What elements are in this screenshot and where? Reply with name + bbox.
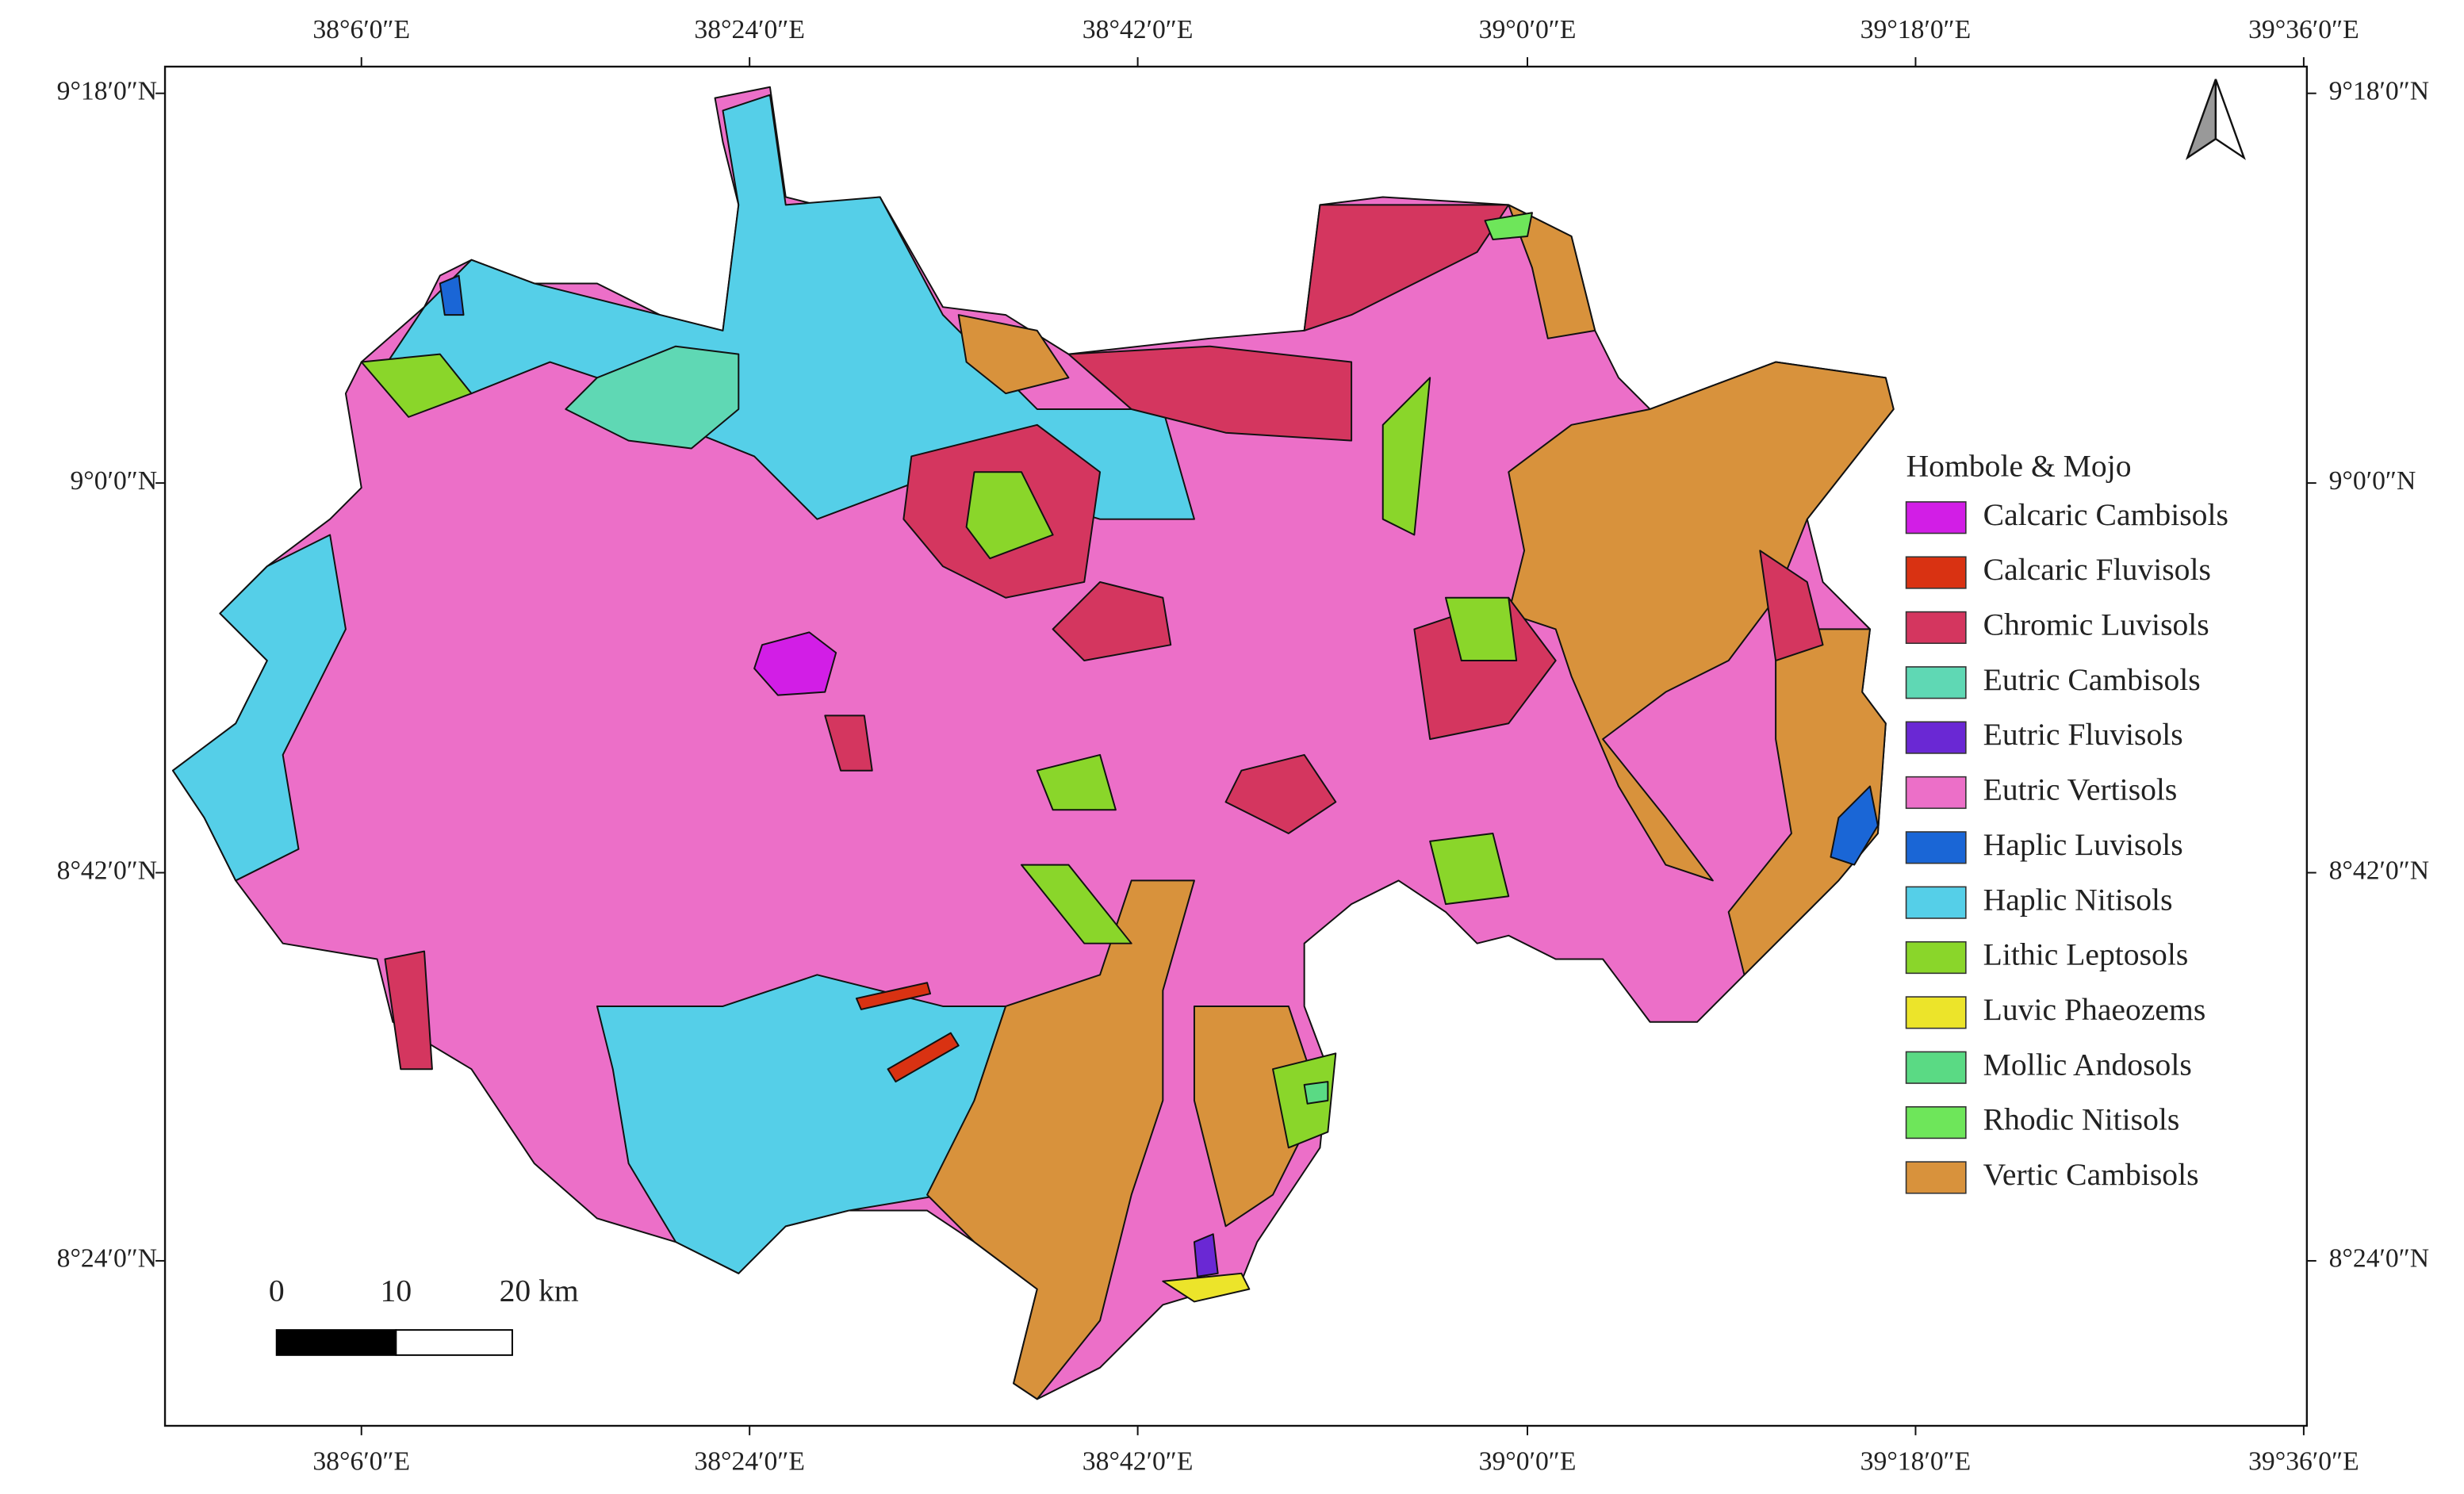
legend-swatch	[1905, 1161, 1967, 1194]
soil-polygon	[1052, 580, 1172, 662]
longitude-label: 38°42′0″E	[1083, 1446, 1194, 1476]
soil-polygon	[957, 314, 1070, 395]
soil-polygon	[753, 631, 837, 696]
legend-label: Calcaric Fluvisols	[1983, 552, 2211, 587]
legend-swatch	[1905, 1105, 1967, 1140]
north-arrow	[2185, 79, 2246, 160]
longitude-label: 39°36′0″E	[2248, 15, 2359, 44]
labels: 38°6′0″E 38°6′0″E 38°24′0″E 38°24′0″E 38°42′…	[57, 15, 2430, 1476]
legend-label: Chromic Luvisols	[1983, 607, 2209, 642]
latitude-label: 9°0′0″N	[70, 466, 157, 496]
longitude-label: 39°18′0″E	[1860, 1446, 1972, 1476]
soil-polygon	[1193, 1233, 1219, 1278]
map-frame	[163, 65, 2309, 1427]
latitude-label: 9°18′0″N	[57, 76, 158, 105]
soil-polygon	[1830, 785, 1879, 866]
legend-swatch	[1905, 940, 1967, 975]
scale-bar-segment	[275, 1329, 397, 1356]
legend-label: Eutric Fluvisols	[1983, 717, 2183, 752]
soil-polygon	[596, 974, 1007, 1274]
soil-polygon	[1272, 1052, 1337, 1149]
soil-polygon	[1303, 204, 1510, 331]
legend-swatch	[1905, 666, 1967, 699]
legend-label: Haplic Luvisols	[1983, 827, 2183, 862]
scale-bar	[275, 1329, 513, 1356]
soil-polygon	[1303, 1081, 1329, 1105]
legend-label: Rhodic Nitisols	[1983, 1102, 2180, 1137]
soil-polygon	[926, 879, 1195, 1400]
soil-polygon	[1429, 832, 1510, 906]
soil-polygon	[1067, 345, 1353, 442]
longitude-label: 38°42′0″E	[1083, 15, 1194, 44]
legend-swatch	[1905, 721, 1967, 754]
legend-label: Luvic Phaeozems	[1983, 992, 2206, 1027]
legend-label: Mollic Andosols	[1983, 1047, 2192, 1082]
soil-polygon	[376, 94, 1195, 520]
soil-polygon	[1508, 361, 1895, 882]
legend-swatch	[1905, 556, 1967, 589]
soil-polygon	[565, 345, 740, 450]
scale-bar-segment	[395, 1329, 513, 1356]
legend-title: Hombole & Mojo	[1906, 448, 2132, 483]
latitude-label: 8°42′0″N	[57, 856, 158, 885]
legend-label: Vertic Cambisols	[1983, 1157, 2199, 1192]
longitude-label: 38°24′0″E	[694, 1446, 805, 1476]
scale-bar-label: 10	[381, 1274, 412, 1308]
legend-swatch	[1905, 776, 1967, 810]
soil-polygon	[171, 534, 347, 882]
soil-polygon	[965, 471, 1054, 560]
soil-polygon	[360, 353, 473, 418]
latitude-label: 9°18′0″N	[2329, 76, 2430, 105]
legend-label: Eutric Vertisols	[1983, 772, 2178, 807]
longitude-label: 39°0′0″E	[1479, 15, 1577, 44]
legend-swatch	[1905, 611, 1967, 645]
soil-polygon	[855, 982, 932, 1010]
legend-label: Haplic Nitisols	[1983, 882, 2173, 917]
longitude-label: 38°24′0″E	[694, 15, 805, 44]
longitude-label: 39°0′0″E	[1479, 1446, 1577, 1476]
longitude-label: 38°6′0″E	[312, 15, 410, 44]
legend-swatch	[1905, 1051, 1967, 1084]
legend-swatch	[1905, 501, 1967, 534]
soil-polygon	[1484, 212, 1533, 240]
scale-bar-label: 20 km	[500, 1274, 579, 1308]
soil-map	[171, 86, 1895, 1400]
longitude-label: 39°18′0″E	[1860, 15, 1972, 44]
soil-polygon	[887, 1032, 960, 1083]
soil-polygon	[439, 274, 465, 316]
soil-polygon	[1193, 1005, 1321, 1228]
legend-label: Lithic Leptosols	[1983, 937, 2189, 972]
soil-polygon	[1508, 204, 1596, 339]
north-arrow-right	[2214, 79, 2246, 160]
soil-polygon	[1759, 550, 1824, 662]
legend-label: Eutric Cambisols	[1983, 662, 2201, 697]
longitude-label: 38°6′0″E	[312, 1446, 410, 1476]
soil-polygon	[384, 950, 433, 1071]
soil-polygon	[824, 714, 873, 772]
soil-polygon	[1381, 377, 1431, 536]
legend-swatch	[1905, 886, 1967, 919]
legend-swatch	[1905, 996, 1967, 1029]
legend-label: Calcaric Cambisols	[1983, 497, 2228, 532]
soil-polygon	[1727, 628, 1887, 976]
scale-bar-label: 0	[269, 1274, 285, 1308]
soil-polygon	[1224, 753, 1337, 834]
soil-polygon	[1036, 753, 1117, 811]
soil-polygon	[1162, 1272, 1251, 1303]
latitude-label: 9°0′0″N	[2329, 466, 2416, 496]
latitude-label: 8°42′0″N	[2329, 856, 2430, 885]
latitude-label: 8°24′0″N	[57, 1244, 158, 1274]
soil-polygon	[1020, 864, 1132, 944]
soil-polygon	[1444, 596, 1518, 662]
legend-swatch	[1905, 831, 1967, 864]
latitude-label: 8°24′0″N	[2329, 1244, 2430, 1274]
longitude-label: 39°36′0″E	[2248, 1446, 2359, 1476]
